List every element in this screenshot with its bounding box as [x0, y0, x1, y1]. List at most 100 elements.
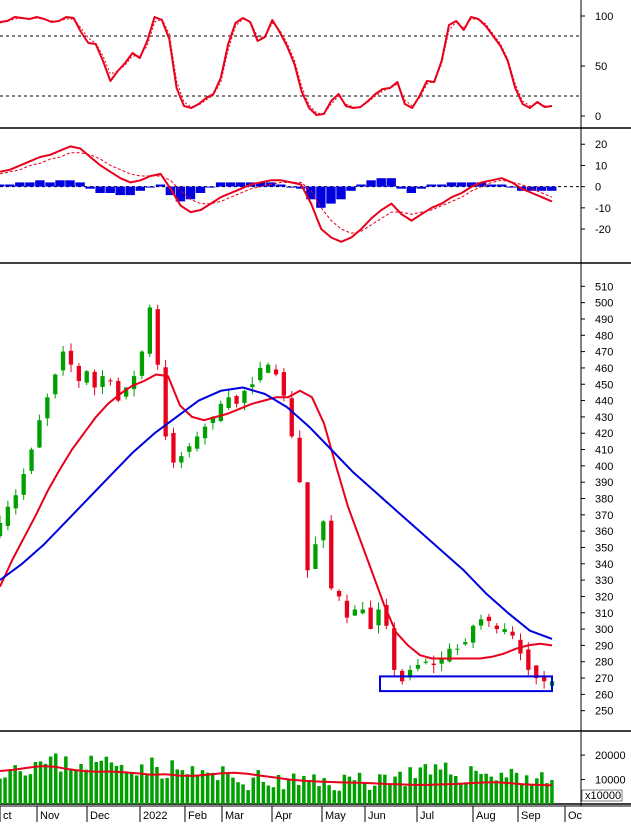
candle-body — [76, 365, 81, 381]
volume-bar — [99, 760, 103, 804]
candle-body — [234, 396, 239, 404]
volume-bar — [216, 780, 220, 804]
volume-bar — [388, 785, 392, 804]
candle-body — [250, 384, 255, 388]
support-zone-box — [379, 675, 553, 693]
y-tick-label: -20 — [595, 224, 611, 236]
candle-body — [37, 420, 42, 448]
candle-body — [21, 474, 26, 495]
macd-histogram-bar — [256, 182, 266, 187]
macd-histogram-bar — [426, 184, 436, 187]
candle-body — [336, 591, 342, 597]
volume-bar — [170, 760, 174, 804]
volume-bar — [362, 782, 367, 804]
macd-histogram-bar — [306, 186, 316, 200]
y-tick-label: 350 — [595, 542, 613, 554]
volume-bar — [89, 755, 93, 804]
volume-bar — [3, 777, 7, 804]
volume-bar — [307, 780, 311, 804]
y-tick-label: 450 — [595, 379, 613, 391]
month-label: Feb — [188, 810, 207, 822]
macd-histogram-bar — [85, 186, 95, 189]
volume-bar — [449, 774, 453, 804]
volume-bar — [33, 762, 38, 804]
month-label: 2022 — [143, 810, 167, 822]
macd-histogram-bar — [205, 186, 216, 188]
macd-histogram-bar — [135, 186, 145, 191]
volume-bar — [438, 769, 443, 804]
candle-body — [486, 616, 492, 621]
volume-bar — [286, 779, 291, 804]
volume-bar — [499, 772, 504, 804]
candle-body — [108, 380, 113, 382]
macd-histogram-bar — [336, 186, 346, 200]
volume-bar — [367, 789, 372, 804]
macd-histogram-bar — [95, 186, 105, 193]
candle-body — [29, 449, 34, 471]
candle-body — [92, 371, 97, 388]
volume-bar — [524, 775, 529, 804]
volume-bar — [479, 774, 483, 804]
candle-body — [471, 625, 476, 643]
macd-histogram-bar — [215, 182, 226, 187]
y-tick-label: 10000 — [595, 775, 626, 787]
volume-bar — [514, 772, 519, 804]
volume-bar — [276, 775, 281, 804]
macd-histogram-bar — [0, 184, 5, 187]
macd-histogram-bar — [456, 182, 467, 187]
volume-bar — [428, 774, 433, 804]
candle-body — [439, 658, 444, 664]
volume-bar — [357, 772, 362, 804]
volume-bar — [342, 774, 347, 804]
y-tick-label: 480 — [595, 330, 613, 342]
candle-body — [415, 665, 421, 669]
volume-bar — [205, 772, 210, 804]
volume-bar — [8, 769, 12, 804]
volume-bar — [454, 776, 458, 804]
volume-bar — [135, 775, 139, 804]
candle-body — [84, 371, 89, 383]
y-tick-label: 340 — [595, 559, 613, 571]
volume-bar — [550, 780, 554, 804]
macd-histogram-bar — [416, 186, 426, 189]
volume-bar — [403, 786, 407, 804]
volume-bar — [489, 776, 493, 804]
volume-bar — [226, 773, 230, 804]
candle-body — [147, 307, 152, 354]
candle-body — [392, 628, 397, 670]
y-tick-label: 260 — [595, 689, 613, 701]
y-tick-label: 310 — [595, 608, 613, 620]
volume-bar — [114, 765, 119, 804]
volume-bar — [69, 768, 73, 804]
volume-bar — [332, 790, 336, 804]
macd-histogram-bar — [396, 186, 406, 189]
candle-body — [266, 364, 271, 373]
candle-body — [60, 351, 66, 371]
candle-body — [45, 397, 50, 419]
macd-histogram-bar — [5, 184, 15, 187]
y-tick-label: 490 — [595, 314, 613, 326]
y-tick-label: 0 — [595, 182, 601, 194]
macd-histogram-bar — [537, 186, 547, 191]
volume-bar — [373, 785, 377, 804]
candle-body — [463, 642, 468, 645]
volume-bar — [190, 766, 195, 804]
candle-body — [13, 495, 18, 509]
volume-bar — [94, 762, 98, 804]
y-tick-label: 390 — [595, 477, 613, 489]
macd-histogram-bar — [446, 182, 457, 187]
candle-body — [131, 376, 137, 390]
y-tick-label: 100 — [595, 11, 613, 23]
volume-unit-label: x10000 — [585, 790, 621, 802]
volume-average-line — [0, 765, 553, 787]
macd-histogram-bar — [296, 186, 306, 189]
volume-bar — [413, 778, 417, 804]
volume-bar — [180, 770, 185, 804]
volume-bar — [210, 772, 215, 804]
candle-body — [376, 609, 381, 626]
volume-bar — [59, 771, 63, 804]
volume-bar — [18, 771, 22, 804]
volume-bar — [43, 763, 48, 804]
candle-body — [321, 521, 326, 541]
volume-bar — [221, 766, 225, 804]
